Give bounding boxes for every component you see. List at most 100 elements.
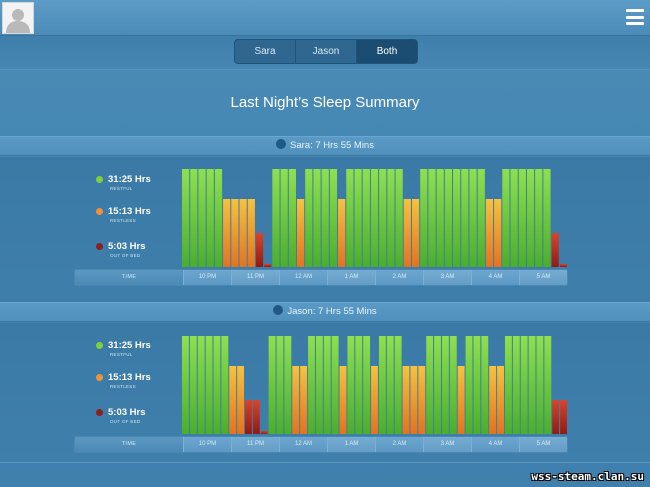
person-segmented-control: Sara Jason Both — [234, 39, 418, 64]
sara-dot-icon — [276, 139, 287, 149]
sleep-bar-restless — [237, 366, 245, 434]
sleep-bar-restful — [395, 169, 403, 267]
sleep-bar-restful — [426, 336, 434, 434]
sleep-bar-restful — [321, 169, 329, 267]
sleep-bar-restful — [313, 169, 321, 267]
sleep-bar-restful — [206, 169, 214, 267]
axis-tick-label: 5 AM — [519, 270, 567, 285]
jason-bars-svg — [182, 336, 567, 434]
sleep-bar-restful — [387, 169, 395, 267]
sleep-bar-restful — [477, 169, 485, 267]
sleep-bar-restful — [394, 336, 402, 434]
sleep-bar-restful — [363, 336, 371, 434]
sleep-bar-restful — [347, 336, 355, 434]
segment-jason[interactable]: Jason — [296, 40, 357, 63]
sleep-bar-restless — [497, 366, 504, 434]
user-silhouette-icon — [6, 9, 30, 33]
sleep-bar-restless — [485, 199, 494, 267]
sara-sleep-panel: 31:25 Hrs RESTFUL 15:13 Hrs RESTLESS 5:0… — [0, 157, 650, 322]
restful-dot-icon — [96, 176, 103, 183]
sleep-bar-restful — [288, 169, 296, 267]
sleep-bar-restful — [436, 169, 444, 267]
sara-bars-svg — [182, 169, 567, 267]
sleep-bar-restless — [296, 199, 305, 267]
sleep-bar-restless — [338, 199, 346, 267]
sleep-bar-restless — [223, 199, 231, 267]
sleep-bar-restful — [198, 169, 206, 267]
segment-sara[interactable]: Sara — [235, 40, 296, 63]
sleep-bar-restful — [213, 336, 221, 434]
sleep-bar-restless — [402, 366, 410, 434]
sleep-bar-restless — [371, 366, 378, 434]
sleep-bar-restless — [494, 199, 502, 267]
axis-tick-label: 2 AM — [375, 437, 423, 452]
sleep-bar-restless — [403, 199, 411, 267]
axis-tick-label: 1 AM — [327, 270, 375, 285]
axis-tick-label: 11 PM — [231, 437, 279, 452]
sleep-bar-restful — [284, 336, 292, 434]
sleep-bar-restful — [354, 169, 362, 267]
sleep-bar-restless — [239, 199, 247, 267]
sleep-bar-restful — [346, 169, 354, 267]
axis-tick-label: 12 AM — [279, 270, 327, 285]
sleep-bar-out-of-bed — [245, 400, 252, 434]
legend-out-of-bed-value: 5:03 Hrs — [108, 407, 146, 418]
sleep-bar-restful — [544, 336, 552, 434]
sleep-bar-restful — [512, 336, 520, 434]
legend-out-of-bed-label: OUT OF BED — [110, 253, 141, 258]
axis-tick-label: 1 AM — [327, 437, 375, 452]
axis-tick-label: 10 PM — [183, 270, 231, 285]
sleep-bar-restful — [272, 169, 280, 267]
sleep-bar-restless — [339, 366, 347, 434]
sleep-bar-restful — [182, 169, 190, 267]
jason-time-axis: TIME 10 PM 11 PM 12 AM 1 AM 2 AM 3 AM 4 AM 5 AM — [74, 436, 568, 453]
legend-restful-value: 31:25 Hrs — [108, 340, 151, 351]
segment-both[interactable]: Both — [357, 40, 417, 63]
sleep-bar-restful — [205, 336, 213, 434]
axis-tick-label: 3 AM — [423, 270, 471, 285]
sleep-bar-restful — [280, 169, 288, 267]
sleep-bar-restful — [214, 169, 223, 267]
axis-time-label: TIME — [75, 437, 183, 452]
watermark: wss-steam.clan.su — [531, 470, 644, 483]
sleep-bar-restful — [441, 336, 449, 434]
sleep-bar-restful — [510, 169, 518, 267]
sleep-bar-restful — [329, 169, 338, 267]
page-title: Last Night’s Sleep Summary — [230, 94, 420, 111]
sara-summary-band: Sara: 7 Hrs 55 Mins — [0, 136, 650, 156]
jason-summary-band: Jason: 7 Hrs 55 Mins — [0, 302, 650, 322]
sleep-bar-restful — [315, 336, 323, 434]
sleep-bar-restful — [449, 336, 457, 434]
user-avatar[interactable] — [2, 2, 34, 34]
sleep-bar-restless — [300, 366, 308, 434]
hamburger-menu-icon[interactable] — [626, 9, 644, 25]
sleep-bar-restful — [428, 169, 436, 267]
axis-tick-label: 2 AM — [375, 270, 423, 285]
sleep-bar-restless — [229, 366, 237, 434]
jason-summary-text: Jason: 7 Hrs 55 Mins — [287, 306, 377, 317]
axis-tick-label: 4 AM — [471, 270, 519, 285]
sleep-bar-restful — [481, 336, 489, 434]
axis-tick-label: 5 AM — [519, 437, 567, 452]
sleep-bar-out-of-bed — [560, 400, 567, 434]
restless-dot-icon — [96, 374, 103, 381]
legend-restful-label: RESTFUL — [110, 186, 133, 191]
sleep-bar-restful — [536, 336, 544, 434]
jason-dot-icon — [273, 305, 284, 315]
sleep-bar-restless — [231, 199, 239, 267]
axis-tick-label: 12 AM — [279, 437, 327, 452]
person-toggle-bar: Sara Jason Both — [0, 36, 650, 70]
sleep-bar-restful — [197, 336, 205, 434]
sleep-bar-restful — [518, 169, 526, 267]
sleep-bar-restless — [489, 366, 497, 434]
sleep-bar-restless — [247, 199, 255, 267]
sleep-bar-restful — [378, 336, 386, 434]
legend-out-of-bed-value: 5:03 Hrs — [108, 241, 146, 252]
sleep-bar-out-of-bed — [552, 400, 560, 434]
legend-restless-value: 15:13 Hrs — [108, 372, 151, 383]
sleep-bar-restful — [276, 336, 284, 434]
sleep-bar-restful — [268, 336, 276, 434]
out-of-bed-dot-icon — [96, 409, 103, 416]
sleep-bar-restful — [473, 336, 481, 434]
axis-tick-label: 11 PM — [231, 270, 279, 285]
